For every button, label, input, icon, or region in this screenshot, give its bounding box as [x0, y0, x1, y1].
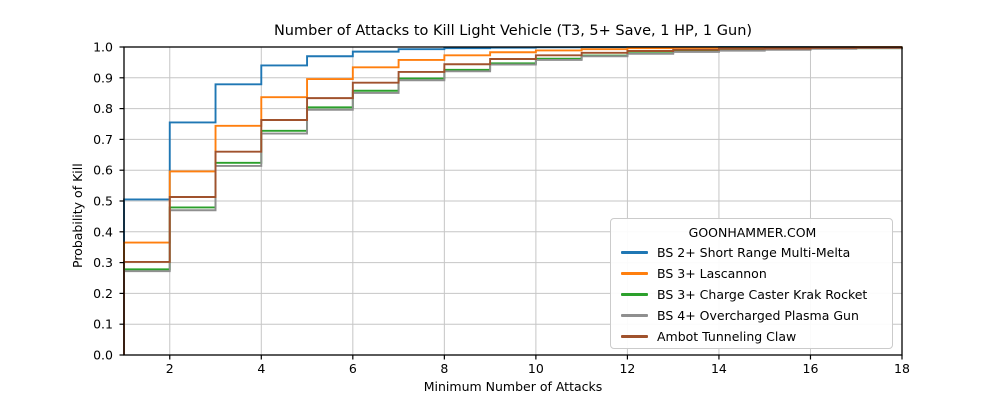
- y-tick-label: 0.2: [93, 286, 113, 301]
- x-tick-label: 2: [166, 361, 174, 376]
- legend-item-ambot-tunneling-claw: Ambot Tunneling Claw: [621, 326, 884, 347]
- x-tick-label: 12: [619, 361, 635, 376]
- legend-line-swatch: [621, 335, 648, 338]
- y-tick-label: 0.3: [93, 255, 113, 270]
- y-tick-label: 0.9: [93, 70, 113, 85]
- legend-items: BS 2+ Short Range Multi-Melta BS 3+ Lasca…: [621, 242, 884, 347]
- y-tick-label: 0.4: [93, 224, 113, 239]
- y-tick-label: 0.7: [93, 132, 113, 147]
- legend: GOONHAMMER.COM BS 2+ Short Range Multi-M…: [610, 218, 893, 349]
- x-tick-label: 16: [803, 361, 819, 376]
- series-line-bs-4-overcharged-plasma-gun: [123, 47, 903, 355]
- legend-line-swatch: [621, 251, 648, 254]
- y-tick-label: 0.5: [93, 194, 113, 209]
- y-tick-label: 0.6: [93, 163, 113, 178]
- x-tick-label: 14: [711, 361, 727, 376]
- x-tick-label: 4: [257, 361, 265, 376]
- legend-line-swatch: [621, 272, 648, 275]
- legend-line-swatch: [621, 293, 648, 296]
- legend-item-bs-3-lascannon: BS 3+ Lascannon: [621, 263, 884, 284]
- y-tick-label: 0.1: [93, 317, 113, 332]
- legend-item-bs-4-overcharged-plasma-gun: BS 4+ Overcharged Plasma Gun: [621, 305, 884, 326]
- y-tick-label: 0.8: [93, 101, 113, 116]
- chart-title: Number of Attacks to Kill Light Vehicle …: [273, 23, 753, 39]
- series-line-ambot-tunneling-claw: [123, 46, 902, 355]
- legend-item-label: BS 3+ Lascannon: [657, 266, 767, 281]
- legend-title: GOONHAMMER.COM: [688, 225, 817, 240]
- x-tick-label: 8: [440, 361, 448, 376]
- x-axis-label: Minimum Number of Attacks: [423, 379, 603, 394]
- legend-item-label: Ambot Tunneling Claw: [657, 329, 797, 344]
- axes-frame: [123, 46, 903, 356]
- y-axis-label: Probability of Kill: [70, 163, 85, 268]
- legend-item-label: BS 4+ Overcharged Plasma Gun: [657, 308, 859, 323]
- legend-item-label: BS 2+ Short Range Multi-Melta: [657, 245, 851, 260]
- legend-item-bs-2-short-range-multi-melta: BS 2+ Short Range Multi-Melta: [621, 242, 884, 263]
- legend-item-label: BS 3+ Charge Caster Krak Rocket: [657, 287, 868, 302]
- y-tick-label: 0.0: [93, 348, 113, 363]
- legend-line-swatch: [621, 314, 648, 317]
- x-tick-label: 6: [349, 361, 357, 376]
- x-tick-label: 18: [894, 361, 910, 376]
- y-tick-label: 1.0: [93, 40, 113, 55]
- legend-item-bs-3-charge-caster-krak-rocket: BS 3+ Charge Caster Krak Rocket: [621, 284, 884, 305]
- x-tick-label: 10: [528, 361, 544, 376]
